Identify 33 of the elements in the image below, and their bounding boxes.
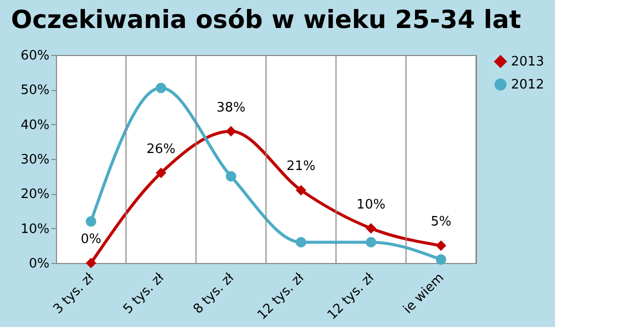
y-tick-label: 40%	[20, 118, 50, 133]
point	[86, 216, 96, 227]
data-label: 5%	[430, 214, 452, 230]
x-tick-label: 12 tys. zł	[324, 270, 378, 323]
point	[226, 171, 236, 182]
legend-label: 2013	[511, 54, 544, 70]
x-tick-label: 8 tys. zł	[190, 270, 238, 318]
point	[226, 126, 236, 137]
x-tick-label: 3 tys. zł	[50, 270, 98, 318]
point	[156, 168, 166, 178]
point	[296, 236, 306, 248]
y-tick-label: 50%	[20, 83, 50, 98]
data-label: 10%	[356, 197, 386, 212]
data-label: 0%	[80, 232, 102, 247]
data-label: 26%	[146, 142, 176, 157]
point	[156, 82, 166, 94]
chart-title: Oczekiwania osób w wieku 25-34 lat	[10, 5, 522, 34]
point	[366, 236, 376, 248]
point	[366, 223, 376, 234]
y-tick-label: 10%	[20, 222, 50, 237]
point	[436, 254, 446, 265]
legend-label: 2012	[511, 78, 544, 92]
point	[296, 184, 306, 196]
point	[86, 258, 96, 268]
y-tick-label: 0%	[28, 256, 50, 272]
data-label: 21%	[286, 159, 316, 174]
x-tick-label: 12 tys. zł	[254, 270, 308, 323]
x-tick-label: 5 tys. zł	[120, 270, 168, 318]
y-tick-label: 30%	[20, 152, 50, 168]
y-tick-label: 20%	[20, 187, 50, 202]
data-label: 38%	[216, 100, 246, 116]
point	[436, 240, 446, 251]
y-tick-label: 60%	[20, 48, 50, 64]
